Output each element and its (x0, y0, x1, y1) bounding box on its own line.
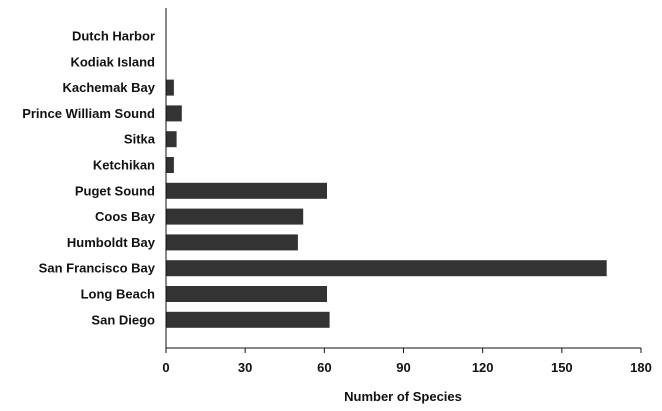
category-label: Sitka (124, 132, 156, 147)
category-label: San Diego (91, 312, 155, 327)
bar-ketchikan (166, 157, 174, 173)
category-label: Prince William Sound (22, 106, 155, 121)
bar-san-francisco-bay (166, 260, 607, 277)
category-label: San Francisco Bay (39, 261, 156, 276)
x-tick-label: 150 (551, 360, 573, 375)
x-tick-label: 0 (162, 360, 169, 375)
category-label: Ketchikan (93, 158, 155, 173)
bar-puget-sound (166, 182, 327, 199)
bar-sitka (166, 131, 177, 148)
category-label: Kodiak Island (70, 54, 155, 69)
bars-layer (166, 79, 607, 328)
x-tick-label: 180 (630, 360, 652, 375)
x-axis-title: Number of Species (344, 389, 462, 404)
x-tick-label: 30 (238, 360, 252, 375)
x-tick-label: 120 (472, 360, 494, 375)
bar-san-diego (166, 311, 330, 328)
category-label: Coos Bay (95, 209, 156, 224)
category-label: Kachemak Bay (63, 80, 156, 95)
category-label: Humboldt Bay (67, 235, 156, 250)
x-tick-label: 60 (317, 360, 331, 375)
x-tick-label: 90 (396, 360, 410, 375)
category-labels-layer: Dutch Harbor Kodiak Island Kachemak Bay Pri… (22, 29, 156, 328)
x-ticks-layer: 0 30 60 90 120 150 180 (162, 348, 652, 375)
category-label: Long Beach (81, 287, 155, 302)
category-label: Puget Sound (75, 183, 155, 198)
bar-coos-bay (166, 208, 304, 225)
bar-prince-william-sound (166, 105, 182, 122)
bar-long-beach (166, 286, 327, 302)
bar-humboldt-bay (166, 234, 298, 251)
category-label: Dutch Harbor (72, 29, 155, 44)
bar-kachemak-bay (166, 79, 174, 96)
